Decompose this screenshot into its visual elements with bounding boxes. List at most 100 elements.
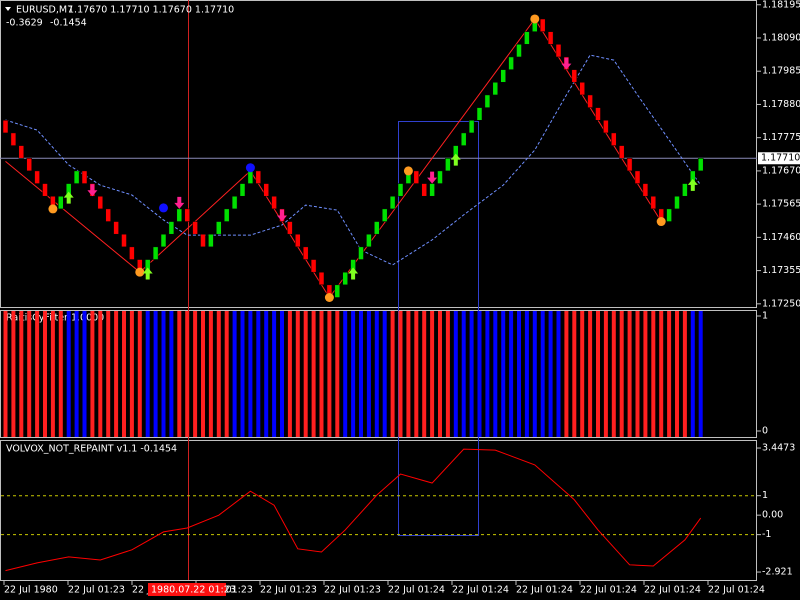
filter-bar — [682, 311, 687, 437]
renko-brick — [697, 157, 704, 172]
filter-bar — [517, 311, 521, 437]
renko-brick — [603, 120, 609, 134]
filter-bar — [675, 311, 679, 437]
filter-bar — [129, 311, 134, 437]
y-tick-label: 1.17250 — [762, 298, 800, 309]
filter-bar — [177, 311, 182, 437]
renko-brick — [160, 233, 167, 248]
renko-brick — [437, 170, 443, 184]
y-tick-label: 1.17670 — [762, 165, 800, 176]
filter-bar — [698, 311, 703, 437]
renko-brick — [429, 183, 435, 197]
filter-bar — [359, 311, 363, 437]
zigzag-dot — [656, 217, 666, 227]
filter-bar — [627, 311, 632, 437]
indicator-value: -0.3629 — [6, 18, 43, 29]
filter-bar — [201, 311, 205, 437]
filter-bar — [532, 311, 537, 437]
filter-bar — [66, 311, 71, 437]
renko-brick — [113, 221, 119, 235]
renko-brick — [445, 157, 451, 172]
y-tick-label: 1.17985 — [762, 66, 800, 77]
sell-arrow — [427, 171, 438, 184]
renko-brick — [611, 132, 617, 146]
renko-brick — [468, 120, 475, 134]
renko-brick — [460, 132, 467, 146]
buy-arrow — [687, 178, 698, 191]
filter-bar — [311, 311, 316, 437]
filter-bar — [524, 311, 529, 437]
filter-bar — [256, 311, 261, 437]
renko-brick — [73, 170, 80, 184]
y-tick-label: 1.17460 — [762, 232, 800, 243]
y-tick-label: -1 — [762, 529, 771, 540]
zigzag-dot — [135, 267, 145, 277]
zigzag-dot — [245, 163, 255, 173]
filter-bar — [374, 311, 379, 437]
renko-brick — [231, 195, 238, 210]
renko-brick — [682, 183, 688, 197]
filter-bar — [398, 311, 403, 437]
filter-bar — [272, 311, 277, 437]
renko-brick — [263, 183, 269, 197]
x-tick-label: 22 Jul 1980 — [4, 585, 58, 596]
y-tick-label: -2.921 — [762, 567, 793, 578]
collapse-icon — [5, 7, 11, 11]
renko-brick — [200, 233, 206, 248]
renko-brick — [539, 18, 546, 32]
filter-bar — [564, 311, 569, 437]
filter-bar — [161, 311, 166, 437]
buy-arrow — [142, 267, 153, 280]
filter-bar — [193, 311, 198, 437]
renko-brick — [381, 208, 388, 222]
filter-bar — [453, 311, 458, 437]
renko-brick — [492, 82, 499, 96]
filter-bar — [635, 311, 640, 437]
quote: 1.17670 1.17710 1.17670 1.17710 — [68, 5, 234, 16]
x-tick-label: 22 Jul 01:23 — [260, 585, 317, 596]
renko-brick — [184, 208, 190, 222]
renko-brick — [208, 233, 214, 248]
y-tick-label: 0.00 — [762, 510, 783, 521]
filter-bar — [414, 311, 419, 437]
x-tick-label: 22 Jul 01:23 — [68, 585, 125, 596]
filter-bar — [603, 311, 608, 437]
renko-brick — [295, 233, 301, 248]
filter-bar — [35, 311, 40, 437]
filter-bar — [619, 311, 624, 437]
x-tick-label: 22 Jul 01:24 — [580, 585, 637, 596]
y-tick-label: 0 — [762, 426, 768, 437]
renko-brick — [81, 170, 88, 184]
filter-bar — [43, 311, 47, 437]
filter-bar — [3, 311, 8, 437]
filter-bar — [390, 311, 395, 437]
renko-brick — [366, 233, 372, 248]
moving-average — [5, 54, 702, 266]
filter-bar — [106, 311, 111, 437]
filter-bar — [366, 311, 371, 437]
filter-bar — [690, 311, 695, 437]
filter-bar — [58, 311, 63, 437]
zigzag-dot — [530, 14, 540, 24]
filter-bar — [287, 311, 292, 437]
oscillator-line — [5, 448, 702, 572]
x-tick-label: 22 Jul 01:24 — [644, 585, 701, 596]
renko-brick — [421, 183, 427, 197]
renko-brick — [579, 82, 585, 96]
sell-arrow — [277, 209, 287, 222]
y-tick-label: 1.18090 — [762, 32, 800, 43]
renko-brick — [121, 233, 127, 248]
renko-brick — [271, 195, 277, 210]
renko-brick — [666, 208, 672, 222]
current-price-box — [758, 152, 800, 165]
renko-brick — [223, 208, 230, 222]
x-tick-label: 22 Jul 01:23 — [324, 585, 381, 596]
x-tick-label: 22 Jul 01:24 — [708, 585, 765, 596]
filter-bar — [90, 311, 95, 437]
y-tick-label: 1.17775 — [762, 132, 800, 143]
x-tick-label: 22 Jul 01:24 — [388, 585, 445, 596]
renko-brick — [571, 69, 578, 83]
filter-bar — [438, 311, 442, 437]
filter-bar — [461, 311, 466, 437]
